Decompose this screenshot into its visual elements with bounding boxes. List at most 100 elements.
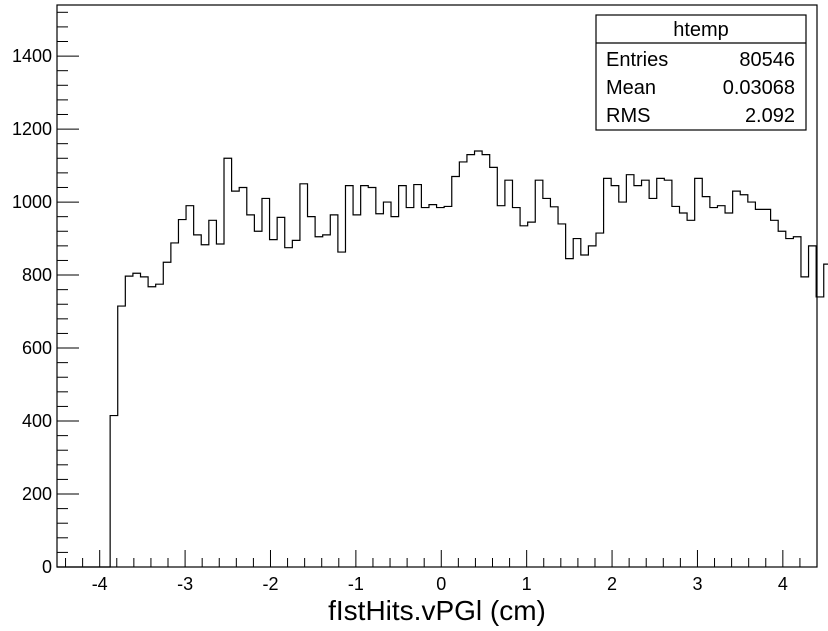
y-tick-label: 400 xyxy=(22,411,52,431)
histogram-bin xyxy=(156,284,164,567)
histogram-bin xyxy=(277,217,285,567)
histogram-bin xyxy=(573,239,581,567)
histogram-bin xyxy=(566,259,574,567)
histogram-bin xyxy=(338,252,346,567)
x-axis-title: fIstHits.vPGl (cm) xyxy=(328,595,546,626)
histogram-bin xyxy=(421,208,429,567)
x-tick-label: -1 xyxy=(348,574,364,594)
histogram-bin xyxy=(475,151,483,567)
histogram-bin xyxy=(239,187,247,567)
histogram-bin xyxy=(680,213,688,567)
histogram-bin xyxy=(543,198,551,567)
histogram-bin xyxy=(786,239,794,567)
stats-rms-label: RMS xyxy=(606,105,650,127)
histogram-bin xyxy=(323,235,331,567)
histogram-bin xyxy=(376,214,384,567)
histogram-bin xyxy=(793,237,801,567)
histogram-bin xyxy=(520,226,528,567)
histogram-bin xyxy=(528,222,536,567)
histogram-bin xyxy=(664,180,672,567)
histogram-bin xyxy=(194,235,202,567)
histogram-bin xyxy=(581,255,589,567)
histogram-bin xyxy=(695,178,703,567)
histogram-bin xyxy=(247,215,255,567)
histogram-bin xyxy=(717,206,725,567)
histogram-bin xyxy=(809,246,817,567)
y-tick-label: 200 xyxy=(22,484,52,504)
histogram-bin xyxy=(444,206,452,567)
y-axis: 0 200 400 600 800 1000 1200 1400 xyxy=(12,11,79,577)
histogram-bin xyxy=(262,198,270,567)
histogram-bin xyxy=(710,208,718,567)
histogram-bin xyxy=(657,178,665,567)
histogram-bin xyxy=(755,209,763,567)
histogram-bin xyxy=(216,244,224,567)
y-tick-label: 600 xyxy=(22,338,52,358)
histogram-bin xyxy=(604,178,612,567)
stats-mean-label: Mean xyxy=(606,77,656,99)
histogram-bin xyxy=(824,264,828,567)
histogram-bin xyxy=(406,208,414,567)
histogram-bin xyxy=(490,167,498,567)
histogram-bin xyxy=(292,240,300,567)
histogram-bin xyxy=(467,155,475,567)
histogram-bin xyxy=(596,233,604,567)
histogram-bin xyxy=(186,206,194,567)
histogram-bin xyxy=(345,186,353,567)
histogram-bin xyxy=(778,231,786,567)
stats-box: htemp Entries 80546 Mean 0.03068 RMS 2.0… xyxy=(595,14,807,131)
histogram-bin xyxy=(459,162,467,567)
stats-mean-value: 0.03068 xyxy=(723,77,795,99)
x-tick-label: 1 xyxy=(522,574,532,594)
histogram-bins xyxy=(110,151,828,567)
histogram-bin xyxy=(254,231,262,567)
histogram-bin xyxy=(452,177,460,567)
histogram-bin xyxy=(171,243,179,567)
histogram-bin xyxy=(748,202,756,567)
histogram-bin xyxy=(626,175,634,567)
stats-box-frame xyxy=(595,14,807,131)
histogram-bin xyxy=(429,205,437,567)
histogram-bin xyxy=(300,184,308,567)
histogram-bin xyxy=(391,217,399,567)
histogram-bin xyxy=(270,240,278,567)
stats-entries-label: Entries xyxy=(606,49,668,71)
histogram-bin xyxy=(178,220,186,567)
histogram-bin xyxy=(740,195,748,567)
histogram-bin xyxy=(634,186,642,567)
x-tick-label: -2 xyxy=(262,574,278,594)
histogram-bin xyxy=(330,215,338,567)
histogram-bin xyxy=(383,202,391,567)
histogram-bin xyxy=(588,246,596,567)
stats-rms-value: 2.092 xyxy=(745,105,795,127)
histogram-bin xyxy=(550,207,558,567)
histogram-outline xyxy=(57,150,828,568)
histogram-bin xyxy=(118,306,126,567)
histogram-bin xyxy=(232,191,240,567)
stats-entries-value: 80546 xyxy=(739,49,795,71)
y-tick-label: 1000 xyxy=(12,192,52,212)
histogram-bin xyxy=(141,277,149,567)
histogram-bin xyxy=(308,217,316,567)
stats-box-title: htemp xyxy=(673,19,729,41)
histogram-bin xyxy=(315,237,323,567)
x-tick-label: -4 xyxy=(92,574,108,594)
histogram-bin xyxy=(437,208,445,567)
histogram-bin xyxy=(771,220,779,567)
histogram-bin xyxy=(672,206,680,567)
histogram-bin xyxy=(110,416,118,567)
histogram-bin xyxy=(619,202,627,567)
histogram-bin xyxy=(224,158,232,567)
x-tick-label: 4 xyxy=(778,574,788,594)
histogram-bin xyxy=(285,248,293,567)
histogram-bin xyxy=(558,224,566,567)
histogram-bin xyxy=(497,206,505,567)
y-tick-label: 800 xyxy=(22,265,52,285)
histogram-bin xyxy=(733,191,741,567)
histogram-bin xyxy=(702,197,710,567)
x-tick-label: -3 xyxy=(177,574,193,594)
y-tick-label: 1200 xyxy=(12,119,52,139)
histogram-bin xyxy=(361,186,369,567)
x-axis: -4 -3 -2 -1 0 1 2 3 4 xyxy=(65,550,818,594)
